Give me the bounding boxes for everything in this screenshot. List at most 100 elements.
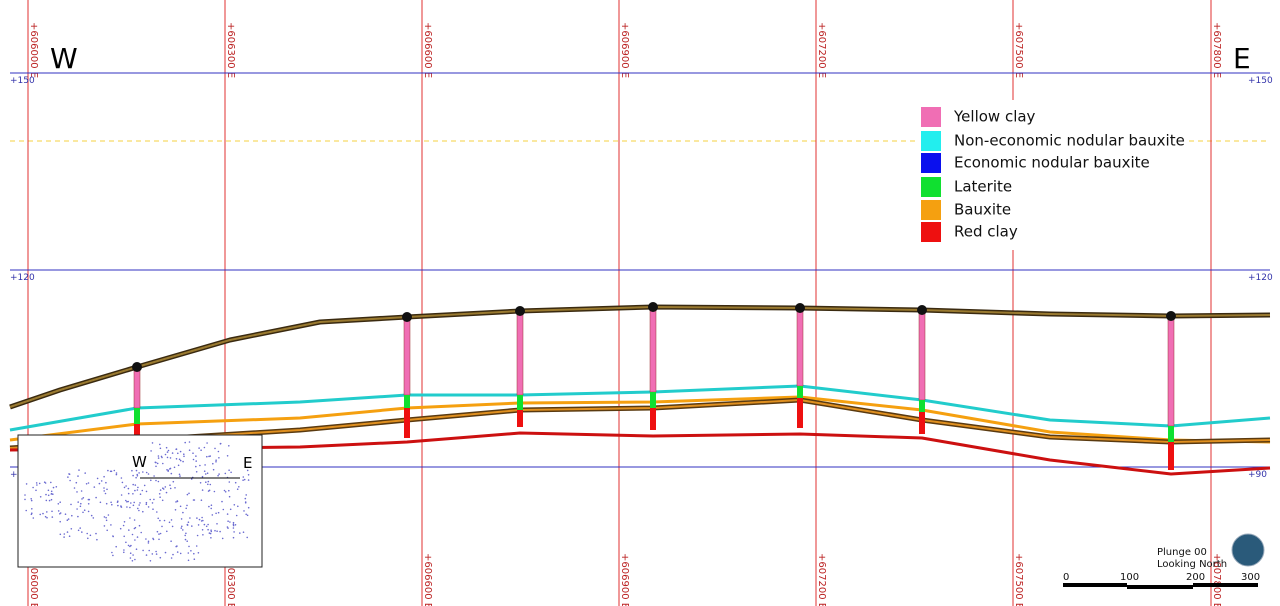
- inset-dot: [45, 499, 48, 502]
- inset-dot: [76, 508, 78, 510]
- inset-dot: [87, 482, 90, 484]
- hole-clay: [516, 310, 524, 396]
- inset-dot: [155, 553, 158, 555]
- inset-dot: [63, 533, 66, 535]
- inset-dot: [158, 538, 160, 541]
- inset-dot: [52, 486, 55, 489]
- inset-dot: [68, 535, 71, 537]
- inset-dot: [129, 557, 132, 559]
- inset-dot: [30, 513, 33, 516]
- inset-dot: [139, 493, 142, 496]
- inset-dot: [196, 517, 198, 519]
- inset-dot: [184, 441, 186, 444]
- inset-dot: [155, 465, 157, 468]
- inset-dot: [138, 472, 140, 474]
- inset-dot: [151, 553, 154, 555]
- inset-dot: [201, 475, 204, 478]
- inset-dot: [115, 473, 118, 476]
- elevation-label: +120: [10, 273, 35, 283]
- inset-dot: [145, 503, 148, 506]
- inset-dot: [183, 453, 185, 456]
- inset-dot: [77, 475, 79, 477]
- inset-dot: [195, 465, 197, 468]
- inset-dot: [119, 527, 122, 530]
- inset-dot: [179, 450, 182, 453]
- inset-dot: [89, 534, 92, 537]
- inset-dot: [169, 457, 172, 459]
- hole-redclay: [797, 398, 803, 428]
- inset-dot: [123, 521, 126, 523]
- inset-dot: [166, 469, 168, 471]
- inset-dot: [228, 469, 230, 472]
- inset-dot: [156, 511, 158, 513]
- collar: [795, 303, 805, 313]
- inset-dot: [172, 553, 174, 556]
- inset-dot: [44, 515, 47, 518]
- inset-dot: [244, 501, 247, 503]
- inset-dot: [159, 496, 161, 499]
- inset-dot: [247, 474, 250, 476]
- inset-dot: [176, 551, 179, 553]
- inset-dot: [133, 519, 136, 521]
- inset-dot: [234, 524, 237, 526]
- inset-dot: [162, 487, 164, 490]
- inset-dot: [217, 511, 220, 514]
- inset-dot: [188, 449, 191, 452]
- inset-dot: [77, 515, 79, 518]
- inset-dot: [145, 490, 148, 493]
- easting-label: +607500 E: [1013, 22, 1024, 78]
- inset-dot: [92, 517, 95, 519]
- inset-dot: [143, 484, 146, 487]
- inset-dot: [115, 472, 118, 474]
- inset-dot: [155, 479, 157, 482]
- easting-label: +606000 E: [28, 22, 39, 78]
- inset-dot: [127, 500, 129, 503]
- inset-dot: [166, 456, 169, 459]
- inset-dot: [134, 558, 136, 561]
- inset-dot: [103, 516, 106, 518]
- inset-dot: [239, 532, 241, 534]
- inset-dot: [110, 501, 112, 504]
- elevation-label: +90: [1248, 470, 1267, 480]
- inset-dot: [95, 496, 97, 499]
- inset-dot: [126, 501, 128, 503]
- inset-dot: [103, 525, 106, 527]
- inset-dot: [226, 513, 229, 515]
- inset-dot: [145, 501, 148, 504]
- inset-dot: [185, 507, 187, 510]
- inset-dot: [134, 526, 137, 529]
- scale-label: 200: [1186, 572, 1205, 583]
- inset-dot: [125, 485, 127, 487]
- inset-dot: [187, 521, 190, 523]
- inset-dot: [195, 471, 198, 473]
- inset-dot: [131, 469, 133, 472]
- inset-dot: [25, 483, 28, 485]
- inset-dot: [200, 499, 203, 502]
- inset-dot: [51, 516, 54, 518]
- hole-redclay: [1168, 442, 1174, 470]
- easting-label: +607800 E: [1211, 553, 1222, 606]
- inset-dot: [235, 514, 238, 517]
- easting-label: +606300 E: [225, 553, 236, 606]
- legend-label: Yellow clay: [953, 108, 1036, 126]
- inset-dot: [136, 536, 139, 538]
- inset-dot: [147, 542, 150, 544]
- inset-dot: [209, 532, 212, 535]
- inset-dot: [190, 478, 193, 480]
- hole-redclay: [404, 408, 410, 438]
- inset-dot: [201, 529, 204, 531]
- inset-dot: [227, 520, 229, 522]
- inset-dot: [106, 529, 108, 532]
- inset-dot: [193, 558, 196, 560]
- inset-dot: [85, 483, 88, 485]
- inset-dot: [177, 464, 180, 467]
- inset-dot: [159, 447, 162, 450]
- inset-dot: [224, 472, 227, 475]
- inset-dot: [207, 480, 210, 483]
- inset-dot: [32, 486, 34, 489]
- inset-dot: [105, 481, 107, 484]
- inset-dot: [73, 487, 76, 489]
- inset-dot: [36, 484, 38, 486]
- inset-dot: [63, 536, 65, 538]
- inset-dot: [150, 450, 152, 452]
